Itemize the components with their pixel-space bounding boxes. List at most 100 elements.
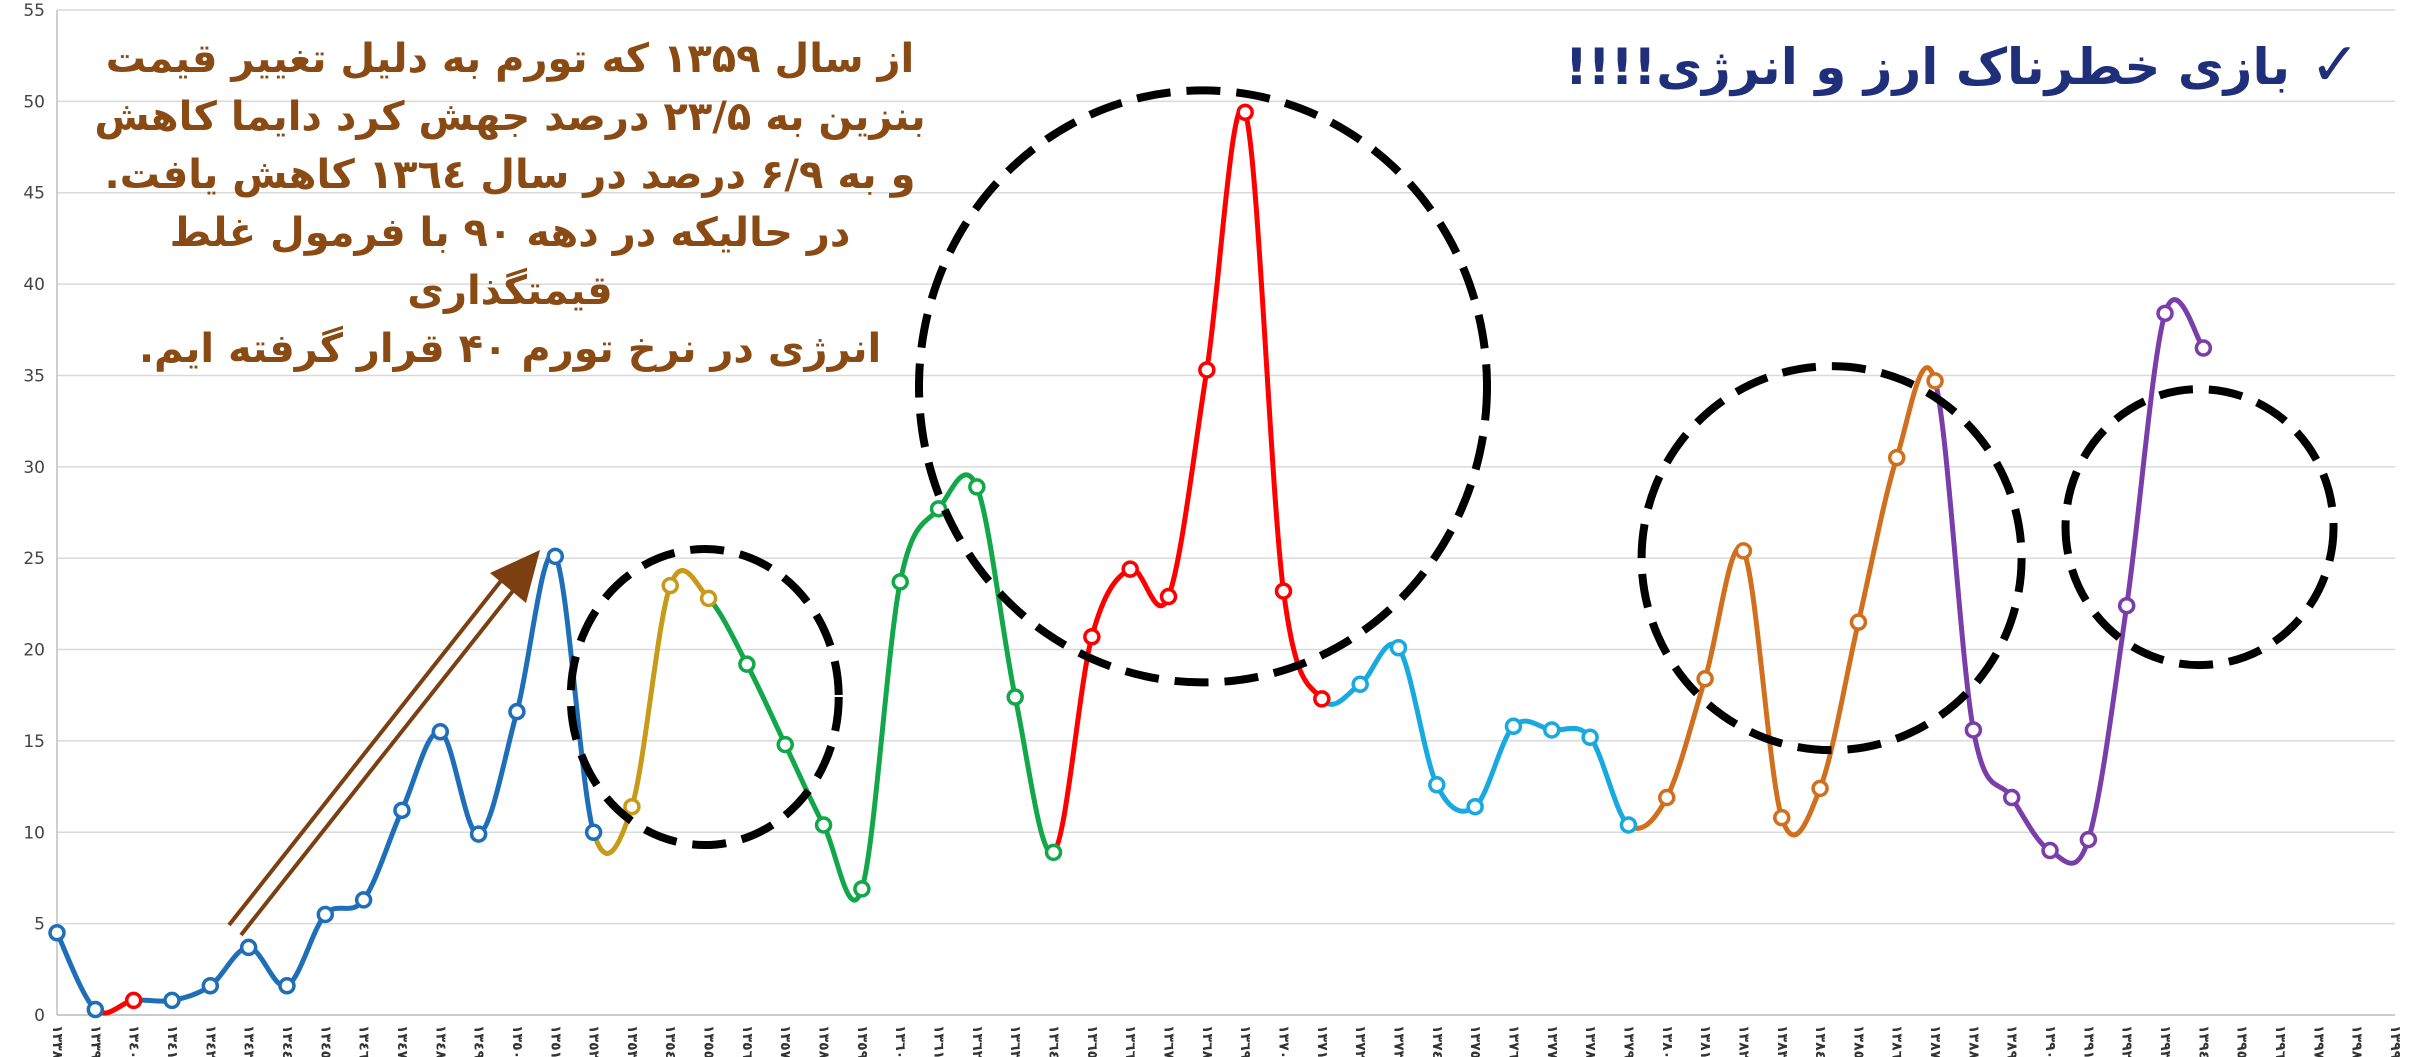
highlight-circle (2061, 385, 2338, 670)
data-point (469, 825, 488, 843)
data-point (1696, 670, 1714, 688)
x-tick-label: ١٣٤٤ (279, 1025, 295, 1057)
y-tick-label: 55 (23, 1, 45, 21)
x-tick-label: ١٣٤٣ (241, 1025, 257, 1057)
data-point (1658, 788, 1676, 807)
data-point (2117, 596, 2136, 615)
data-point (1734, 542, 1753, 560)
data-point (2156, 304, 2174, 323)
arrow-head (490, 550, 540, 603)
x-tick-label: ١٣٩٠ (2042, 1025, 2058, 1057)
data-point (1313, 690, 1331, 708)
x-tick-label: ١٣٤٩ (471, 1025, 487, 1057)
data-point (1428, 776, 1446, 794)
data-point (1504, 717, 1523, 736)
x-tick-label: ١٣٦٣ (1007, 1025, 1023, 1057)
data-point (1811, 779, 1829, 798)
data-point (431, 723, 450, 741)
data-point (661, 576, 679, 595)
data-point (1619, 816, 1638, 834)
x-tick-label: ١٣٧٨ (1582, 1025, 1598, 1057)
x-tick-label: ١٣٨٢ (1735, 1025, 1751, 1057)
x-tick-label: ١٣٤١ (164, 1025, 180, 1057)
data-point (968, 478, 986, 496)
highlight-circle (1637, 362, 2026, 755)
data-point (1121, 560, 1139, 578)
y-tick-label: 10 (23, 823, 45, 843)
x-tick-label: ١٣٧١ (1314, 1025, 1330, 1057)
x-tick-label: ١٣٦٤ (1046, 1025, 1062, 1057)
data-points (48, 103, 2213, 1019)
x-tick-label: ١٣٨٥ (1850, 1025, 1866, 1057)
x-tick-label: ١٣٥٥ (701, 1025, 717, 1057)
x-tick-label: ١٣٤٢ (202, 1025, 218, 1057)
y-tick-label: 25 (23, 549, 45, 569)
x-tick-label: ١٣٨٤ (1812, 1025, 1828, 1057)
data-point (1964, 721, 1983, 739)
x-tick-label: ١٣٤٠ (126, 1025, 142, 1057)
x-tick-label: ١٣٧٩ (1620, 1025, 1636, 1057)
data-point (163, 991, 181, 1010)
x-tick-label: ١٣٥٧ (777, 1025, 793, 1057)
data-point (1773, 808, 1791, 827)
y-tick-label: 40 (23, 275, 45, 295)
x-tick-label: ١٣٧٤ (1429, 1025, 1445, 1057)
data-point (1236, 103, 1254, 122)
x-tick-label: ١٣٩٦ (2272, 1025, 2288, 1057)
x-tick-label: ١٣٧٧ (1544, 1025, 1560, 1057)
y-tick-label: 5 (34, 915, 45, 935)
data-point (1926, 372, 1944, 390)
highlight-circles (566, 86, 2338, 850)
data-point (699, 589, 718, 608)
x-tick-label: ١٣٦٧ (1161, 1025, 1177, 1057)
highlight-circle (915, 86, 1492, 687)
data-point (2079, 830, 2098, 849)
slide-title: بازی خطرناک ارز و انرژی!!!! (1565, 38, 2290, 96)
data-point (584, 823, 603, 842)
gridlines (57, 9, 2395, 1016)
x-tick-label: ١٣٧٢ (1352, 1025, 1368, 1057)
data-point (853, 880, 871, 898)
x-tick-label: ١٣٨٦ (1889, 1025, 1905, 1057)
data-point (1044, 843, 1063, 862)
x-tick-label: ١٣٤٥ (317, 1025, 333, 1057)
data-point (239, 938, 258, 957)
x-tick-label: ١٣٨٧ (1927, 1025, 1943, 1057)
x-tick-label: ١٣٩٥ (2234, 1025, 2250, 1057)
y-tick-label: 15 (23, 732, 45, 752)
axes (56, 10, 2395, 1016)
data-point (48, 924, 66, 942)
data-point (1006, 688, 1024, 706)
data-point (124, 991, 143, 1010)
series-line-segment (706, 472, 1057, 903)
x-tick-label: ١٣٦١ (931, 1025, 947, 1057)
data-point (1581, 728, 1599, 747)
x-tick-label: ١٣٩٤ (2195, 1025, 2211, 1057)
x-tick-label: ١٣٩٩ (2387, 1025, 2403, 1057)
x-tick-label: ١٣٨٨ (1965, 1025, 1981, 1057)
x-tick-label: ١٣٣٨ (49, 1025, 65, 1057)
y-tick-label: 45 (23, 184, 45, 204)
data-point (201, 977, 220, 995)
series-line-segment (1932, 297, 2206, 866)
x-tick-label: ١٣٥٤ (662, 1025, 678, 1057)
y-axis-tick-labels: 0 5 10 15 20 25 30 35 40 45 50 55 (23, 1, 45, 1026)
x-tick-label: ١٣٥٠ (509, 1025, 525, 1057)
arrow-shaft (239, 585, 518, 937)
data-point (814, 816, 833, 834)
x-tick-label: ١٣٨١ (1697, 1025, 1713, 1057)
x-tick-label: ١٣٣٩ (87, 1025, 103, 1057)
data-point (738, 655, 756, 673)
annotation-text: از سال ۱۳۵۹ که تورم به دلیل تغییر قیمت ب… (94, 36, 926, 372)
x-tick-label: ١٣٩١ (2080, 1025, 2096, 1057)
data-point (1389, 638, 1408, 657)
x-tick-label: ١٣٦٢ (969, 1025, 985, 1057)
x-tick-label: ١٣٥٣ (624, 1025, 640, 1057)
x-tick-label: ١٣٦٥ (1084, 1025, 1100, 1057)
x-tick-label: ١٣٤٨ (432, 1025, 448, 1057)
x-tick-label: ١٣٧٦ (1505, 1025, 1521, 1057)
data-point (1543, 721, 1561, 739)
x-tick-label: ١٣٥٦ (739, 1025, 755, 1057)
x-tick-label: ١٣٥٨ (816, 1025, 832, 1057)
